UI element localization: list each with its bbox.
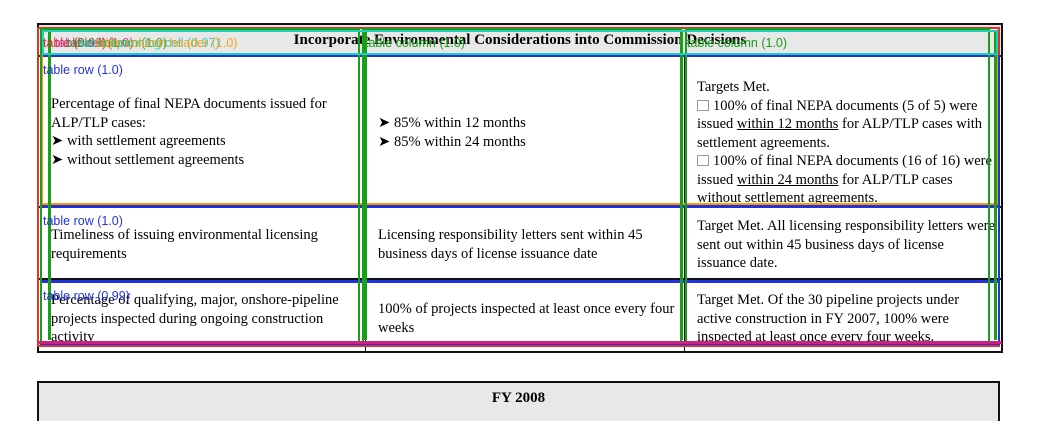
list-item: ➤ 85% within 12 months — [378, 115, 526, 131]
result-item: 100% of final NEPA documents (16 of 16) … — [697, 153, 992, 206]
row1-target-cell: ➤ 85% within 12 months ➤ 85% within 24 mon… — [378, 114, 678, 151]
arrow-bullet-icon: ➤ — [51, 133, 64, 149]
result-heading: Targets Met. — [697, 79, 770, 95]
arrow-bullet-icon: ➤ — [378, 133, 391, 150]
list-item: ➤ without settlement agreements — [51, 151, 245, 168]
row-divider — [39, 278, 1001, 280]
row1-result-cell: Targets Met. 100% of final NEPA document… — [697, 78, 995, 208]
arrow-bullet-icon: ➤ — [51, 151, 64, 168]
row2-target-cell: Licensing responsibility letters sent wi… — [378, 227, 643, 262]
nepa-performance-table: Incorporate Environmental Considerations… — [37, 23, 1003, 353]
column-label: table column (1.0) — [687, 36, 788, 50]
spanning-cell-label: table spanning cell (0.97) — [80, 36, 220, 50]
column-label: table column (1.0) — [67, 36, 168, 50]
row2-measure-cell: Timeliness of issuing environmental lice… — [51, 227, 318, 262]
row-label: table row (0.99) — [43, 289, 130, 303]
cell-label: table cell (1.0) — [55, 36, 134, 50]
row-label: table row (1.0) — [43, 63, 123, 77]
row2-result-cell: Target Met. All licensing responsibility… — [697, 218, 995, 271]
checkbox-glyph-icon — [697, 99, 709, 111]
column-label: table column (1.0) — [365, 36, 466, 50]
fy2008-table-title: FY 2008 — [37, 381, 1000, 421]
row3-target-cell: 100% of projects inspected at least once… — [378, 301, 675, 336]
row-label: table row (1.0) — [43, 214, 123, 228]
list-item: ➤ 85% within 24 months — [378, 133, 526, 150]
column-header-label: table column header (1.0) — [95, 36, 238, 50]
checkbox-glyph-icon — [697, 155, 709, 166]
arrow-bullet-icon: ➤ — [378, 115, 391, 131]
row3-result-cell: Target Met. Of the 30 pipeline projects … — [697, 292, 960, 345]
table-label: table (0.99) — [43, 36, 107, 50]
result-item: 100% of final NEPA documents (5 of 5) we… — [697, 97, 983, 151]
column-divider — [365, 57, 366, 351]
column-divider — [684, 57, 685, 351]
row1-measure-cell: Percentage of final NEPA documents issue… — [51, 95, 356, 169]
list-item: ➤ with settlement agreements — [51, 133, 226, 149]
measure-intro: Percentage of final NEPA documents issue… — [51, 96, 327, 131]
